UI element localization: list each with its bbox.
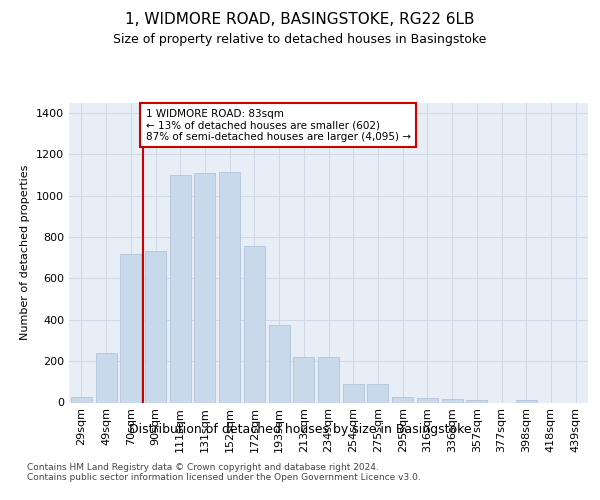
Bar bbox=[466, 400, 487, 402]
Bar bbox=[219, 172, 240, 402]
Bar bbox=[343, 384, 364, 402]
Bar bbox=[442, 400, 463, 402]
Bar bbox=[170, 175, 191, 402]
Bar bbox=[293, 356, 314, 403]
Text: Size of property relative to detached houses in Basingstoke: Size of property relative to detached ho… bbox=[113, 32, 487, 46]
Bar bbox=[269, 325, 290, 402]
Bar bbox=[194, 173, 215, 402]
Bar bbox=[417, 398, 438, 402]
Bar bbox=[392, 398, 413, 402]
Text: 1 WIDMORE ROAD: 83sqm
← 13% of detached houses are smaller (602)
87% of semi-det: 1 WIDMORE ROAD: 83sqm ← 13% of detached … bbox=[146, 108, 410, 142]
Bar bbox=[145, 252, 166, 402]
Bar bbox=[71, 398, 92, 402]
Bar bbox=[318, 356, 339, 403]
Bar bbox=[244, 246, 265, 402]
Bar bbox=[516, 400, 537, 402]
Text: Contains HM Land Registry data © Crown copyright and database right 2024.
Contai: Contains HM Land Registry data © Crown c… bbox=[27, 462, 421, 482]
Text: Distribution of detached houses by size in Basingstoke: Distribution of detached houses by size … bbox=[128, 422, 472, 436]
Y-axis label: Number of detached properties: Number of detached properties bbox=[20, 165, 31, 340]
Bar bbox=[95, 353, 116, 403]
Text: 1, WIDMORE ROAD, BASINGSTOKE, RG22 6LB: 1, WIDMORE ROAD, BASINGSTOKE, RG22 6LB bbox=[125, 12, 475, 28]
Bar bbox=[367, 384, 388, 402]
Bar bbox=[120, 254, 141, 402]
